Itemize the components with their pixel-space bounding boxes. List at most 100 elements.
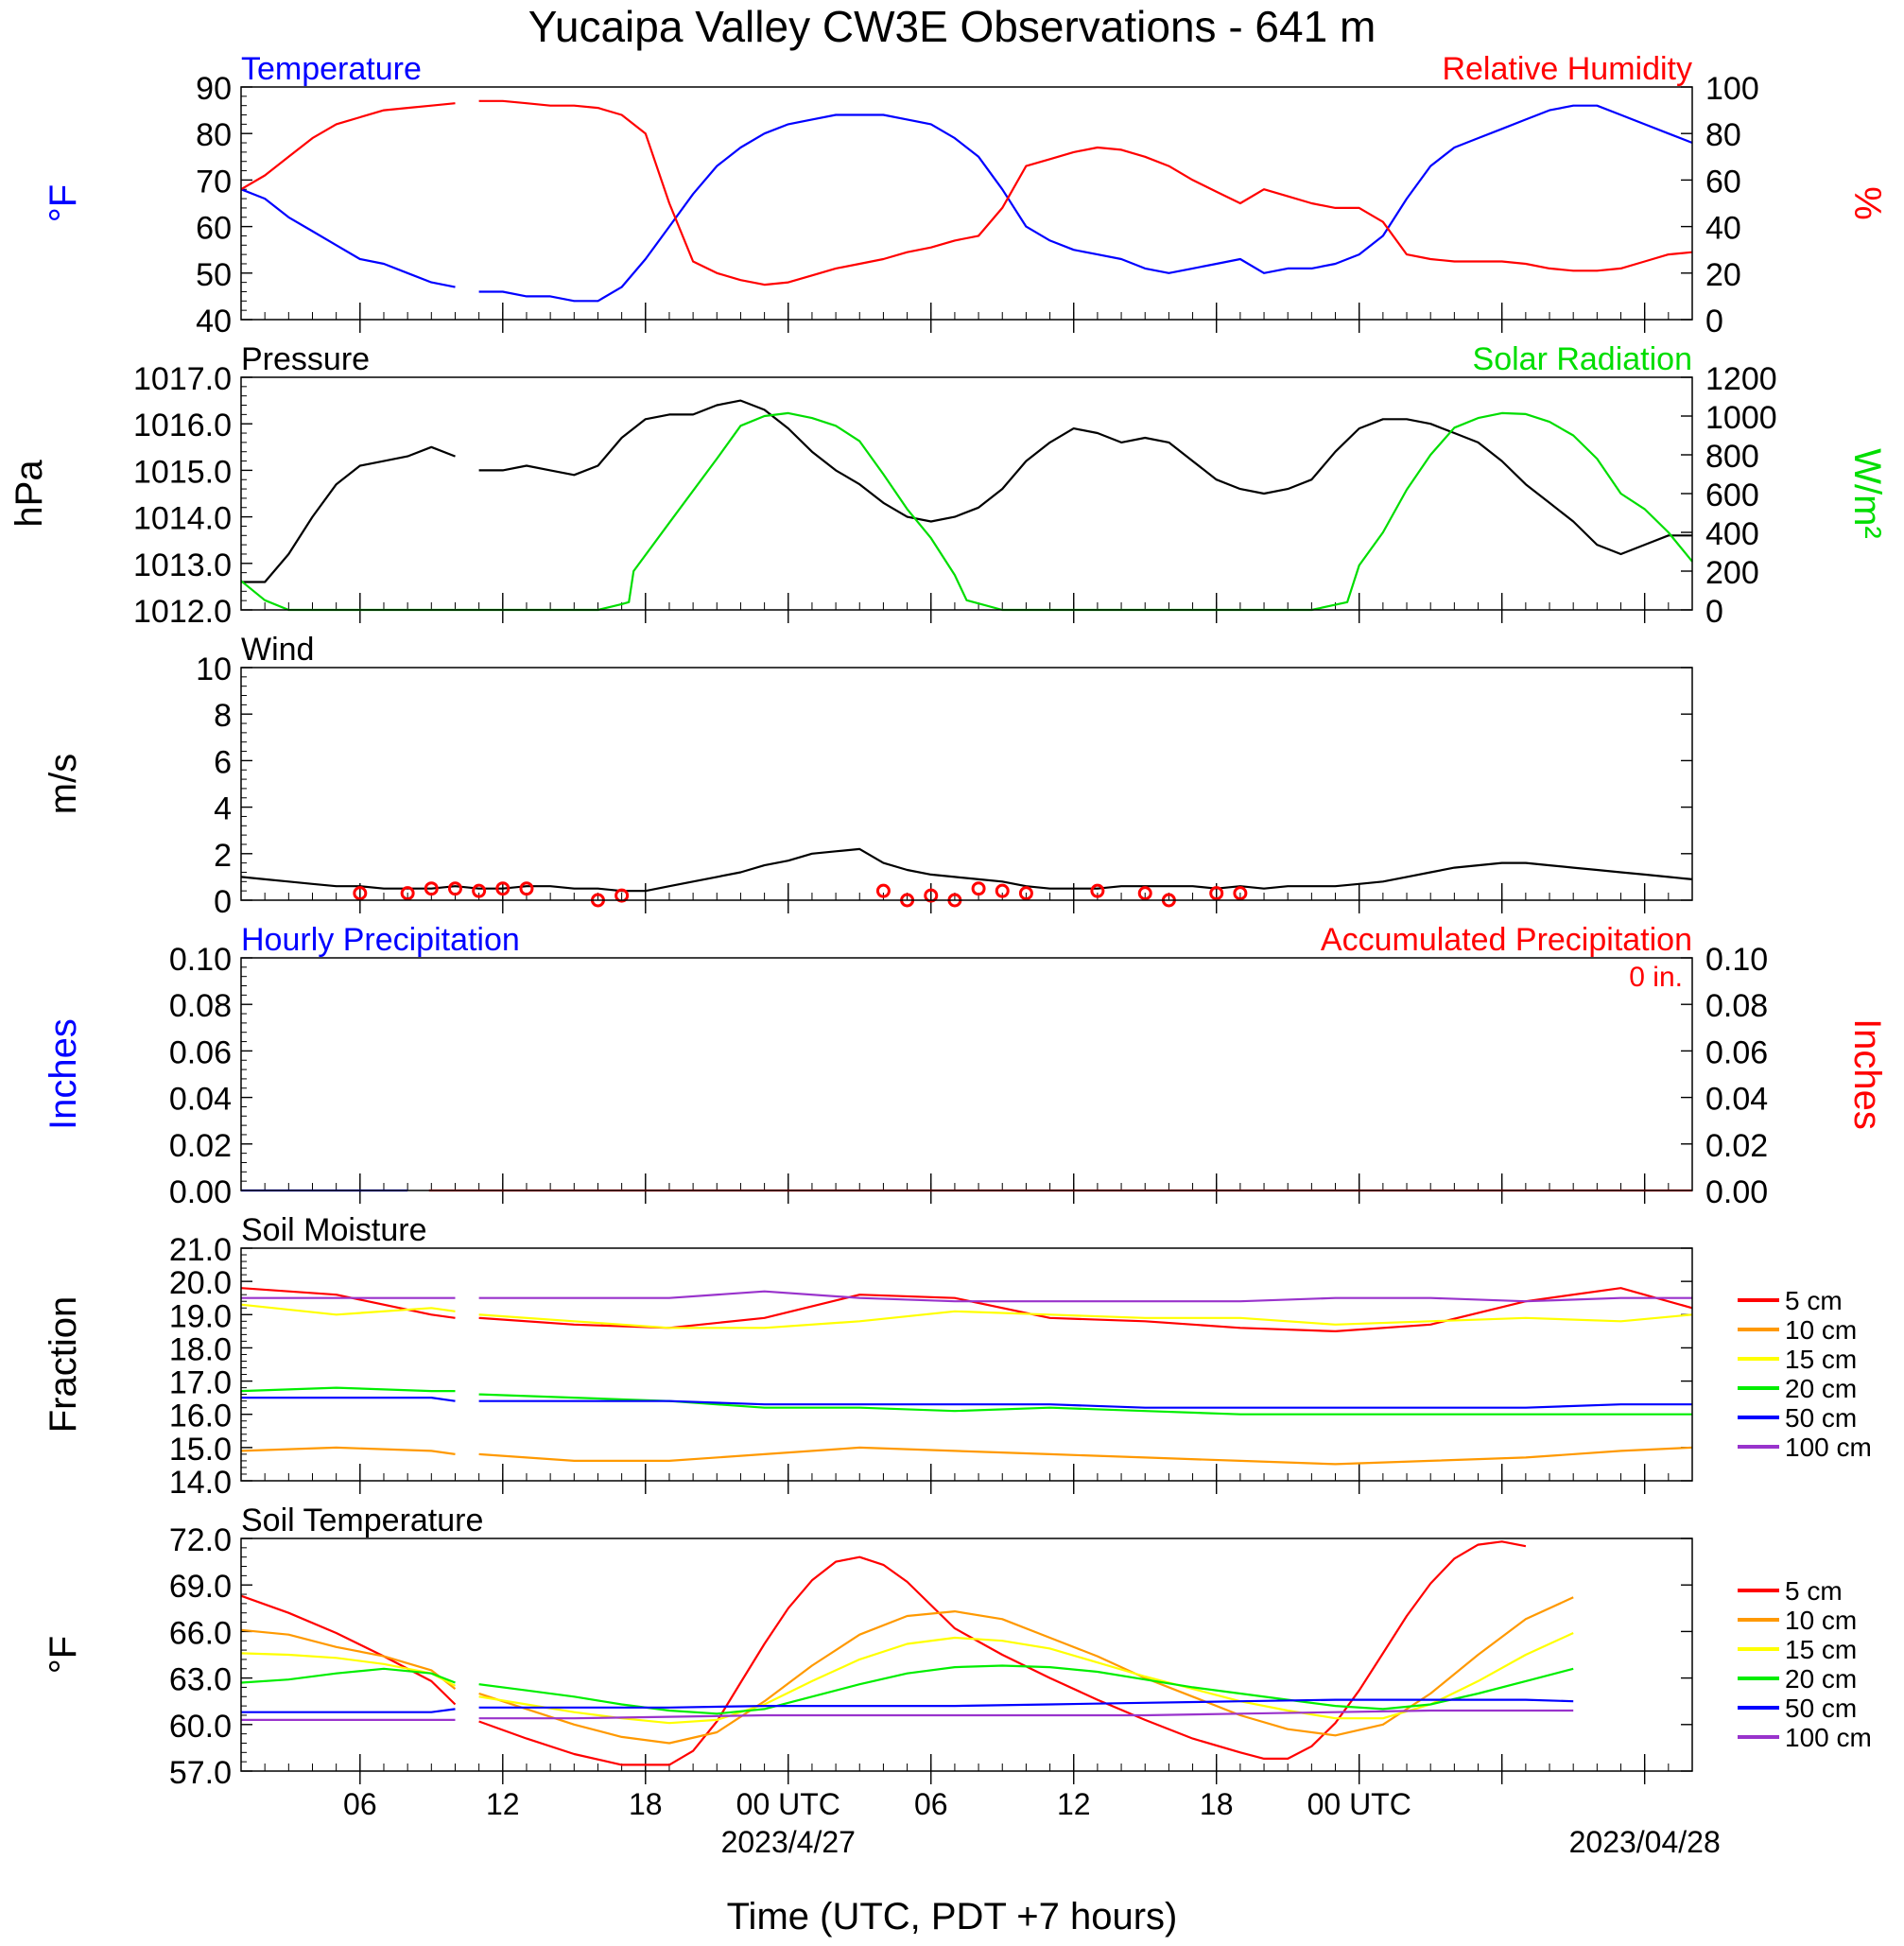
series-line-temperature-seg1: [478, 104, 1693, 303]
y-right-tick-label: 600: [1705, 478, 1759, 513]
panel-frame: [240, 1247, 1693, 1482]
y-right-tick-label: 400: [1705, 516, 1759, 552]
legend-label: 15 cm: [1785, 1345, 1857, 1374]
y-right-tick-label: 0: [1705, 594, 1723, 630]
wind-calm-marker: [995, 883, 1010, 898]
x-date-label: 2023/4/27: [721, 1825, 856, 1859]
y-left-tick-label: 16.0: [169, 1399, 232, 1434]
series-line-5cm-seg1: [478, 1287, 1693, 1332]
panel-title-left: Temperature: [241, 51, 422, 87]
legend-label: 100 cm: [1785, 1433, 1872, 1462]
y-left-axis-label: Inches: [43, 1018, 84, 1130]
panel-frame: [240, 667, 1693, 901]
y-left-tick-label: 70: [196, 164, 232, 200]
y-left-tick-label: 0.00: [169, 1174, 232, 1210]
y-right-tick-label: 80: [1705, 117, 1741, 153]
y-left-tick-label: 15.0: [169, 1432, 232, 1468]
precip-annotation: 0 in.: [1629, 962, 1683, 993]
y-left-tick-label: 1012.0: [133, 594, 232, 630]
x-tick-label: 18: [629, 1787, 663, 1821]
y-left-tick-label: 0.06: [169, 1034, 232, 1070]
panel-temperature_humidity: 40 50 60 70 80 90 0 20 40 60 80 100 Temperature Relat…: [43, 51, 1888, 339]
y-left-tick-label: 69.0: [169, 1569, 232, 1605]
wind-calm-marker: [924, 888, 939, 903]
wind-calm-marker: [424, 881, 439, 896]
y-right-tick-label: 200: [1705, 555, 1759, 591]
y-right-tick-label: 20: [1705, 257, 1741, 293]
series-line-15cm-seg1: [478, 1631, 1574, 1725]
series-line-humidity-seg1: [478, 99, 1693, 287]
series-line-20cm-seg0: [240, 1386, 456, 1393]
panel-wind: 0 2 4 6 8 10 Wind m/s: [43, 632, 1693, 920]
series-line-20cm-seg0: [240, 1667, 456, 1684]
y-right-tick-label: 1200: [1705, 361, 1777, 397]
panel-title-right: Relative Humidity: [1442, 51, 1692, 87]
y-left-tick-label: 40: [196, 304, 232, 339]
y-left-tick-label: 18.0: [169, 1331, 232, 1367]
y-left-tick-label: 8: [214, 698, 232, 734]
legend-label: 50 cm: [1785, 1403, 1857, 1433]
wind-calm-marker: [1018, 886, 1033, 901]
x-axis-labels: 06 12 18 00 UTC 06 12 18 00 UTC 2023/4/27 2023/04…: [343, 1787, 1721, 1859]
y-right-tick-label: 800: [1705, 439, 1759, 475]
wind-calm-marker: [971, 881, 986, 896]
y-left-axis-label: °F: [43, 1636, 84, 1674]
panel-title-left: Wind: [241, 632, 314, 668]
wind-calm-marker: [472, 883, 487, 898]
y-left-tick-label: 1016.0: [133, 408, 232, 443]
x-date-label: 2023/04/28: [1569, 1825, 1721, 1859]
y-left-tick-label: 14.0: [169, 1465, 232, 1501]
panel-frame: [240, 376, 1693, 611]
series-line-20cm-seg1: [478, 1393, 1692, 1416]
y-left-tick-label: 0.10: [169, 942, 232, 978]
y-left-tick-label: 50: [196, 257, 232, 293]
y-right-tick-label: 40: [1705, 211, 1741, 247]
y-left-tick-label: 19.0: [169, 1298, 232, 1334]
y-right-tick-label: 60: [1705, 164, 1741, 200]
wind-calm-marker: [1090, 883, 1105, 898]
y-left-tick-label: 0: [214, 884, 232, 920]
y-left-axis-label: °F: [43, 184, 84, 222]
x-axis-title: Time (UTC, PDT +7 hours): [727, 1896, 1178, 1937]
series-line-humidity-seg0: [240, 102, 456, 191]
series-line-50cm-seg0: [241, 1397, 456, 1402]
x-tick-label: 18: [1200, 1787, 1234, 1821]
y-left-tick-label: 6: [214, 744, 232, 780]
series-line-15cm-seg1: [478, 1310, 1693, 1329]
series-line-100cm-seg1: [478, 1290, 1692, 1303]
y-left-tick-label: 21.0: [169, 1232, 232, 1268]
series-line-20cm-seg1: [478, 1664, 1574, 1715]
legend-label: 5 cm: [1785, 1286, 1843, 1315]
y-right-tick-label: 1000: [1705, 400, 1777, 436]
x-tick-label: 12: [486, 1787, 520, 1821]
series-line-10cm-seg0: [240, 1628, 457, 1690]
series-line-5cm-seg0: [240, 1287, 456, 1319]
series-line-10cm-seg1: [478, 1596, 1574, 1745]
x-tick-label: 00 UTC: [736, 1787, 840, 1821]
y-right-tick-label: 0.06: [1705, 1034, 1768, 1070]
y-left-tick-label: 60.0: [169, 1709, 232, 1745]
panel-precipitation: 0.00 0.02 0.04 0.06 0.08 0.10 0.00 0.02 0.04 0.06…: [43, 922, 1888, 1210]
series-line-solar-seg0: [240, 411, 1693, 612]
y-right-tick-label: 0.00: [1705, 1174, 1768, 1210]
series-line-5cm-seg1: [478, 1540, 1527, 1766]
y-left-tick-label: 80: [196, 117, 232, 153]
wind-calm-marker: [519, 881, 534, 896]
y-left-tick-label: 17.0: [169, 1365, 232, 1401]
legend-label: 20 cm: [1785, 1374, 1857, 1403]
wind-calm-marker: [614, 888, 630, 903]
y-left-tick-label: 66.0: [169, 1615, 232, 1651]
y-right-axis-label: W/m²: [1846, 448, 1888, 539]
wind-calm-marker: [875, 883, 891, 898]
series-line-50cm-seg1: [478, 1399, 1692, 1409]
panel-frame: [240, 86, 1693, 321]
figure-title: Yucaipa Valley CW3E Observations - 641 m: [528, 2, 1376, 51]
series-line-50cm-seg1: [478, 1698, 1574, 1709]
panel-title-right: Accumulated Precipitation: [1321, 922, 1692, 958]
y-left-tick-label: 57.0: [169, 1755, 232, 1791]
series-line-5cm-seg0: [240, 1594, 457, 1706]
y-left-tick-label: 2: [214, 838, 232, 874]
panel-frame: [240, 1538, 1693, 1772]
y-right-tick-label: 0.04: [1705, 1082, 1768, 1118]
